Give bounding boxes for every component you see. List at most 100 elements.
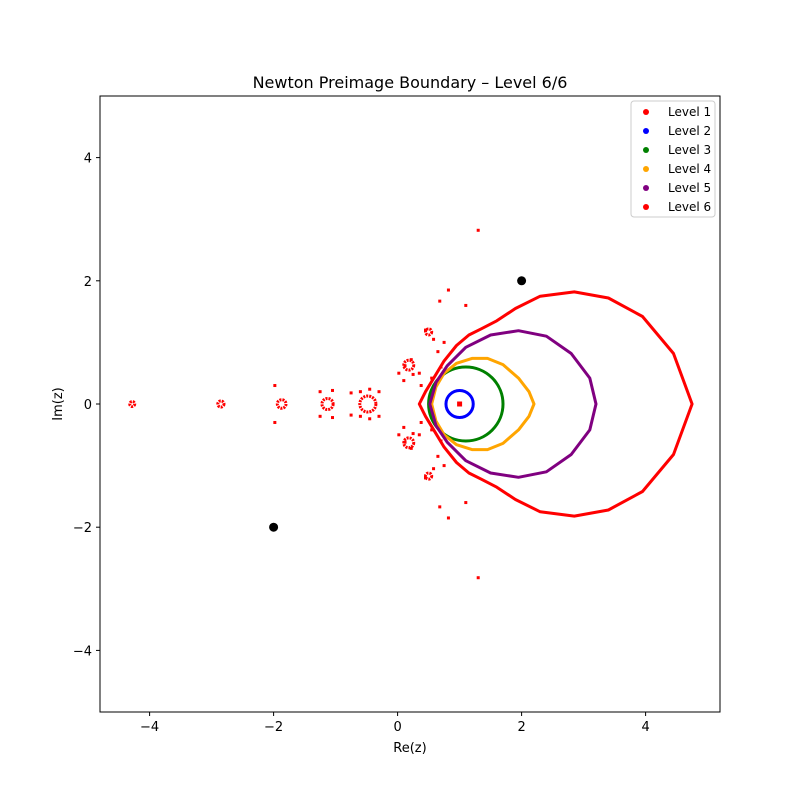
level-6-point — [397, 371, 401, 375]
level-6-point — [438, 299, 442, 303]
x-tick-label: −4 — [140, 720, 159, 735]
legend-label: Level 2 — [668, 124, 711, 138]
level-6-point — [446, 288, 450, 292]
level-1-point — [457, 401, 463, 407]
level-6-cluster — [320, 396, 335, 412]
legend-label: Level 1 — [668, 105, 711, 119]
x-tick-label: 2 — [517, 720, 525, 735]
level-6-point — [436, 350, 440, 354]
y-tick-label: 0 — [84, 398, 92, 413]
level-6-point — [424, 476, 427, 480]
level-6-point — [409, 446, 413, 450]
level-6-point — [368, 387, 372, 391]
x-tick-label: 4 — [641, 720, 649, 735]
series-level-1 — [457, 401, 463, 407]
level-6-point — [417, 371, 421, 375]
legend-marker — [643, 109, 649, 115]
y-axis-label: Im(z) — [51, 387, 66, 420]
level-6-point — [419, 384, 423, 388]
series-level-6 — [128, 228, 694, 580]
level-6-point — [409, 358, 413, 362]
level-6-point — [273, 420, 277, 424]
level-6-point — [411, 372, 415, 376]
level-6-boundary — [417, 290, 694, 518]
level-6-point — [436, 454, 440, 458]
series-level-5 — [428, 329, 598, 479]
level-6-point — [331, 416, 334, 420]
y-tick-label: −4 — [73, 644, 92, 659]
series-level-4 — [430, 356, 536, 452]
x-axis-label: Re(z) — [393, 741, 426, 756]
level-6-point — [402, 425, 406, 429]
level-6-point — [442, 340, 446, 344]
level-6-point — [439, 439, 443, 443]
level-6-point — [442, 464, 446, 468]
level-6-point — [358, 390, 362, 394]
legend-marker — [643, 185, 649, 191]
legend-box — [630, 100, 716, 218]
level-6-point — [349, 391, 353, 395]
series-level-2 — [444, 388, 475, 420]
x-tick-label: 0 — [393, 720, 401, 735]
y-axis-ticks: −4 −2 0 2 4 — [73, 152, 100, 659]
level-6-point — [377, 390, 381, 394]
marked-point — [517, 276, 527, 286]
level-6-point — [432, 337, 436, 341]
level-6-point — [403, 364, 407, 368]
level-6-point — [377, 414, 381, 418]
level-6-point — [430, 428, 434, 432]
legend-label: Level 6 — [668, 200, 711, 214]
level-6-point — [419, 420, 423, 424]
level-6-point — [318, 414, 322, 418]
level-6-point — [402, 379, 406, 383]
marked-point — [269, 522, 279, 532]
level-6-point — [424, 328, 427, 332]
level-6-cluster — [128, 400, 137, 408]
level-6-point — [417, 433, 421, 437]
y-tick-label: −2 — [73, 521, 92, 536]
level-6-cluster — [424, 471, 434, 481]
level-5-boundary — [428, 329, 598, 479]
level-6-point — [411, 432, 415, 436]
level-6-point — [446, 516, 450, 520]
level-6-point — [349, 413, 353, 417]
data-layer — [128, 228, 694, 580]
marked-points — [269, 276, 527, 532]
level-6-point — [432, 467, 436, 471]
level-6-point — [430, 376, 434, 380]
legend-label: Level 5 — [668, 181, 711, 195]
level-6-point — [464, 303, 468, 307]
y-tick-label: 2 — [84, 275, 92, 290]
level-6-point — [397, 433, 401, 437]
level-6-cluster — [358, 394, 378, 414]
legend-label: Level 3 — [668, 143, 711, 157]
level-6-point — [476, 228, 480, 232]
y-tick-label: 4 — [84, 152, 92, 167]
legend: Level 1 Level 2 Level 3 Level 4 Level 5 Level… — [630, 100, 716, 218]
level-4-boundary — [430, 356, 536, 452]
x-tick-label: −2 — [264, 720, 283, 735]
x-axis-ticks: −4 −2 0 2 4 — [140, 712, 650, 735]
level-6-point — [438, 505, 442, 509]
legend-marker — [643, 128, 649, 134]
legend-marker — [643, 147, 649, 153]
plot-area — [99, 95, 721, 713]
level-6-point — [368, 417, 372, 421]
legend-marker — [643, 166, 649, 172]
level-6-cluster — [424, 327, 434, 337]
level-6-point — [476, 576, 480, 580]
level-6-point — [403, 440, 407, 444]
level-6-cluster — [216, 399, 226, 409]
level-6-point — [273, 384, 277, 388]
level-6-point — [318, 390, 322, 394]
level-6-point — [331, 388, 334, 392]
level-6-point — [439, 365, 443, 369]
level-6-point — [464, 501, 468, 505]
level-2-boundary — [444, 388, 475, 420]
legend-label: Level 4 — [668, 162, 711, 176]
level-6-cluster — [275, 398, 288, 410]
legend-marker — [643, 204, 649, 210]
chart-title: Newton Preimage Boundary – Level 6/6 — [253, 73, 568, 92]
level-6-point — [358, 414, 362, 418]
